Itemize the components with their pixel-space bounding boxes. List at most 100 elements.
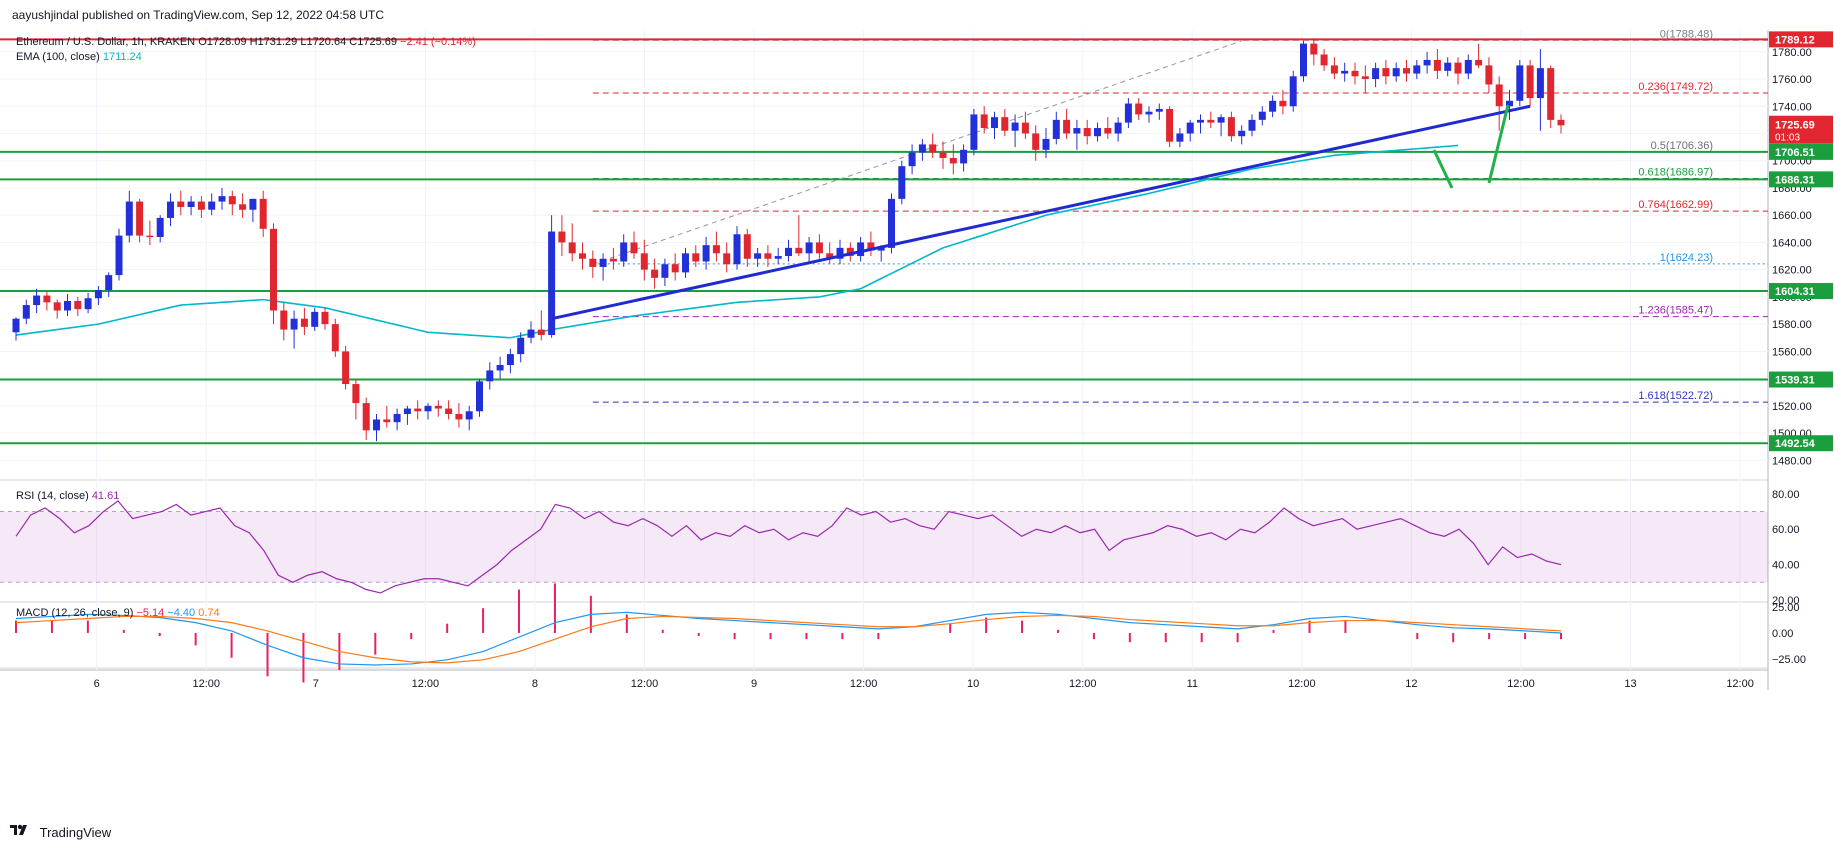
price-legend-title: Ethereum / U.S. Dollar, 1h, KRAKEN <box>16 36 198 48</box>
ema-legend-label: EMA (100, close) <box>16 51 103 63</box>
price-legend: Ethereum / U.S. Dollar, 1h, KRAKEN O1728… <box>16 36 476 48</box>
candle-body <box>1382 68 1390 77</box>
candle-body <box>1021 122 1029 134</box>
candle-body <box>342 351 350 385</box>
candle-body <box>228 196 236 205</box>
time-tick-label: 10 <box>967 678 979 690</box>
candle-body <box>362 403 370 431</box>
candle-body <box>836 247 844 259</box>
candle-body <box>1052 119 1060 139</box>
candle-body <box>403 408 411 414</box>
candle-body <box>579 253 586 259</box>
candle-body <box>589 258 597 267</box>
candle-body <box>702 245 710 262</box>
candle-body <box>743 234 751 259</box>
candle-body <box>156 217 164 237</box>
rsi-legend: RSI (14, close) 41.61 <box>16 490 119 502</box>
footer: TradingView <box>0 818 1834 845</box>
candle-body <box>908 152 916 167</box>
candle-body <box>991 117 998 129</box>
candle-body <box>465 411 473 420</box>
candle-body <box>795 247 803 254</box>
fib-level-label: 1.236(1585.47) <box>1638 305 1713 317</box>
candle-body <box>1526 65 1534 99</box>
fib-level-label: 0.5(1706.36) <box>1651 140 1713 152</box>
candle-body <box>1104 128 1112 134</box>
candle-body <box>630 242 638 254</box>
candle-body <box>1032 133 1040 150</box>
candle-body <box>383 419 391 423</box>
forecast-dip-arrow <box>1432 149 1454 189</box>
candle-body <box>1124 103 1132 123</box>
candle-body <box>1330 65 1338 74</box>
legend-high: H1731.29 <box>250 36 301 48</box>
candle-body <box>640 253 648 270</box>
candle-body <box>918 144 926 153</box>
time-tick-label: 12:00 <box>631 678 659 690</box>
price-level-tag <box>1769 435 1833 452</box>
candle-body <box>64 300 71 311</box>
candle-body <box>620 242 628 262</box>
price-level-tag-label: 1539.31 <box>1775 375 1815 387</box>
candle-body <box>1248 119 1256 131</box>
tradingview-logo-icon <box>10 819 32 846</box>
candle-body <box>1485 65 1493 85</box>
time-tick-label: 12:00 <box>1069 678 1097 690</box>
legend-change: −2.41 (−0.14%) <box>400 36 476 48</box>
candle-body <box>1392 68 1400 77</box>
candle-body <box>1135 103 1143 115</box>
ema-line <box>15 144 1459 339</box>
price-tick-label: 1640.00 <box>1772 237 1812 249</box>
candle-body <box>22 305 30 319</box>
candle-body <box>1258 111 1266 120</box>
legend-close: C1725.69 <box>349 36 400 48</box>
candle-body <box>331 324 339 352</box>
candle-body <box>1413 65 1421 74</box>
price-tick-label: 1560.00 <box>1772 346 1812 358</box>
candle-body <box>280 310 288 330</box>
candle-body <box>651 269 659 278</box>
price-tick-label: 1760.00 <box>1772 74 1812 86</box>
candle-body <box>506 354 514 365</box>
candle-body <box>1536 68 1544 99</box>
candle-body <box>434 405 442 409</box>
time-tick-label: 6 <box>94 678 100 690</box>
candle-body <box>682 253 689 273</box>
candle-body <box>115 235 123 276</box>
candle-body <box>1557 119 1565 126</box>
candle-body <box>496 364 504 371</box>
candle-body <box>712 245 720 254</box>
candle-body <box>53 302 61 311</box>
candle-body <box>558 231 566 243</box>
candle-body <box>1238 130 1246 137</box>
time-tick-label: 9 <box>751 678 757 690</box>
macd-tick-label: 0.00 <box>1772 628 1793 640</box>
forecast-rise-arrow <box>1487 104 1510 184</box>
candle-body <box>723 253 731 265</box>
price-level-tag <box>1769 143 1833 160</box>
candle-body <box>733 234 741 265</box>
candle-body <box>270 228 277 311</box>
price-level-tag <box>1769 283 1833 300</box>
candle-body <box>1433 59 1441 71</box>
candle-body <box>1011 122 1019 131</box>
candle-body <box>1083 128 1091 137</box>
candle-body <box>805 242 813 254</box>
candle-body <box>599 258 607 267</box>
price-level-tag-label: 1706.51 <box>1775 147 1815 159</box>
candle-body <box>352 384 360 404</box>
candle-body <box>1289 76 1297 107</box>
fib-swing-line <box>592 40 1242 265</box>
candle-body <box>424 405 432 412</box>
candle-body <box>568 242 576 254</box>
trading-chart[interactable]: 6 12:00 7 12:00 8 12:00 9 12:00 10 12:00 11 12:00 12… <box>0 30 1834 818</box>
candle-body <box>970 114 978 150</box>
candle-body <box>671 264 679 273</box>
legend-open: O1728.09 <box>198 36 249 48</box>
candle-body <box>290 318 298 330</box>
ema-legend-value: 1711.24 <box>103 51 142 63</box>
fib-level-label: 0.764(1662.99) <box>1638 199 1713 211</box>
time-tick-label: 13 <box>1624 678 1636 690</box>
candle-body <box>1320 54 1328 66</box>
candle-body <box>373 419 380 431</box>
